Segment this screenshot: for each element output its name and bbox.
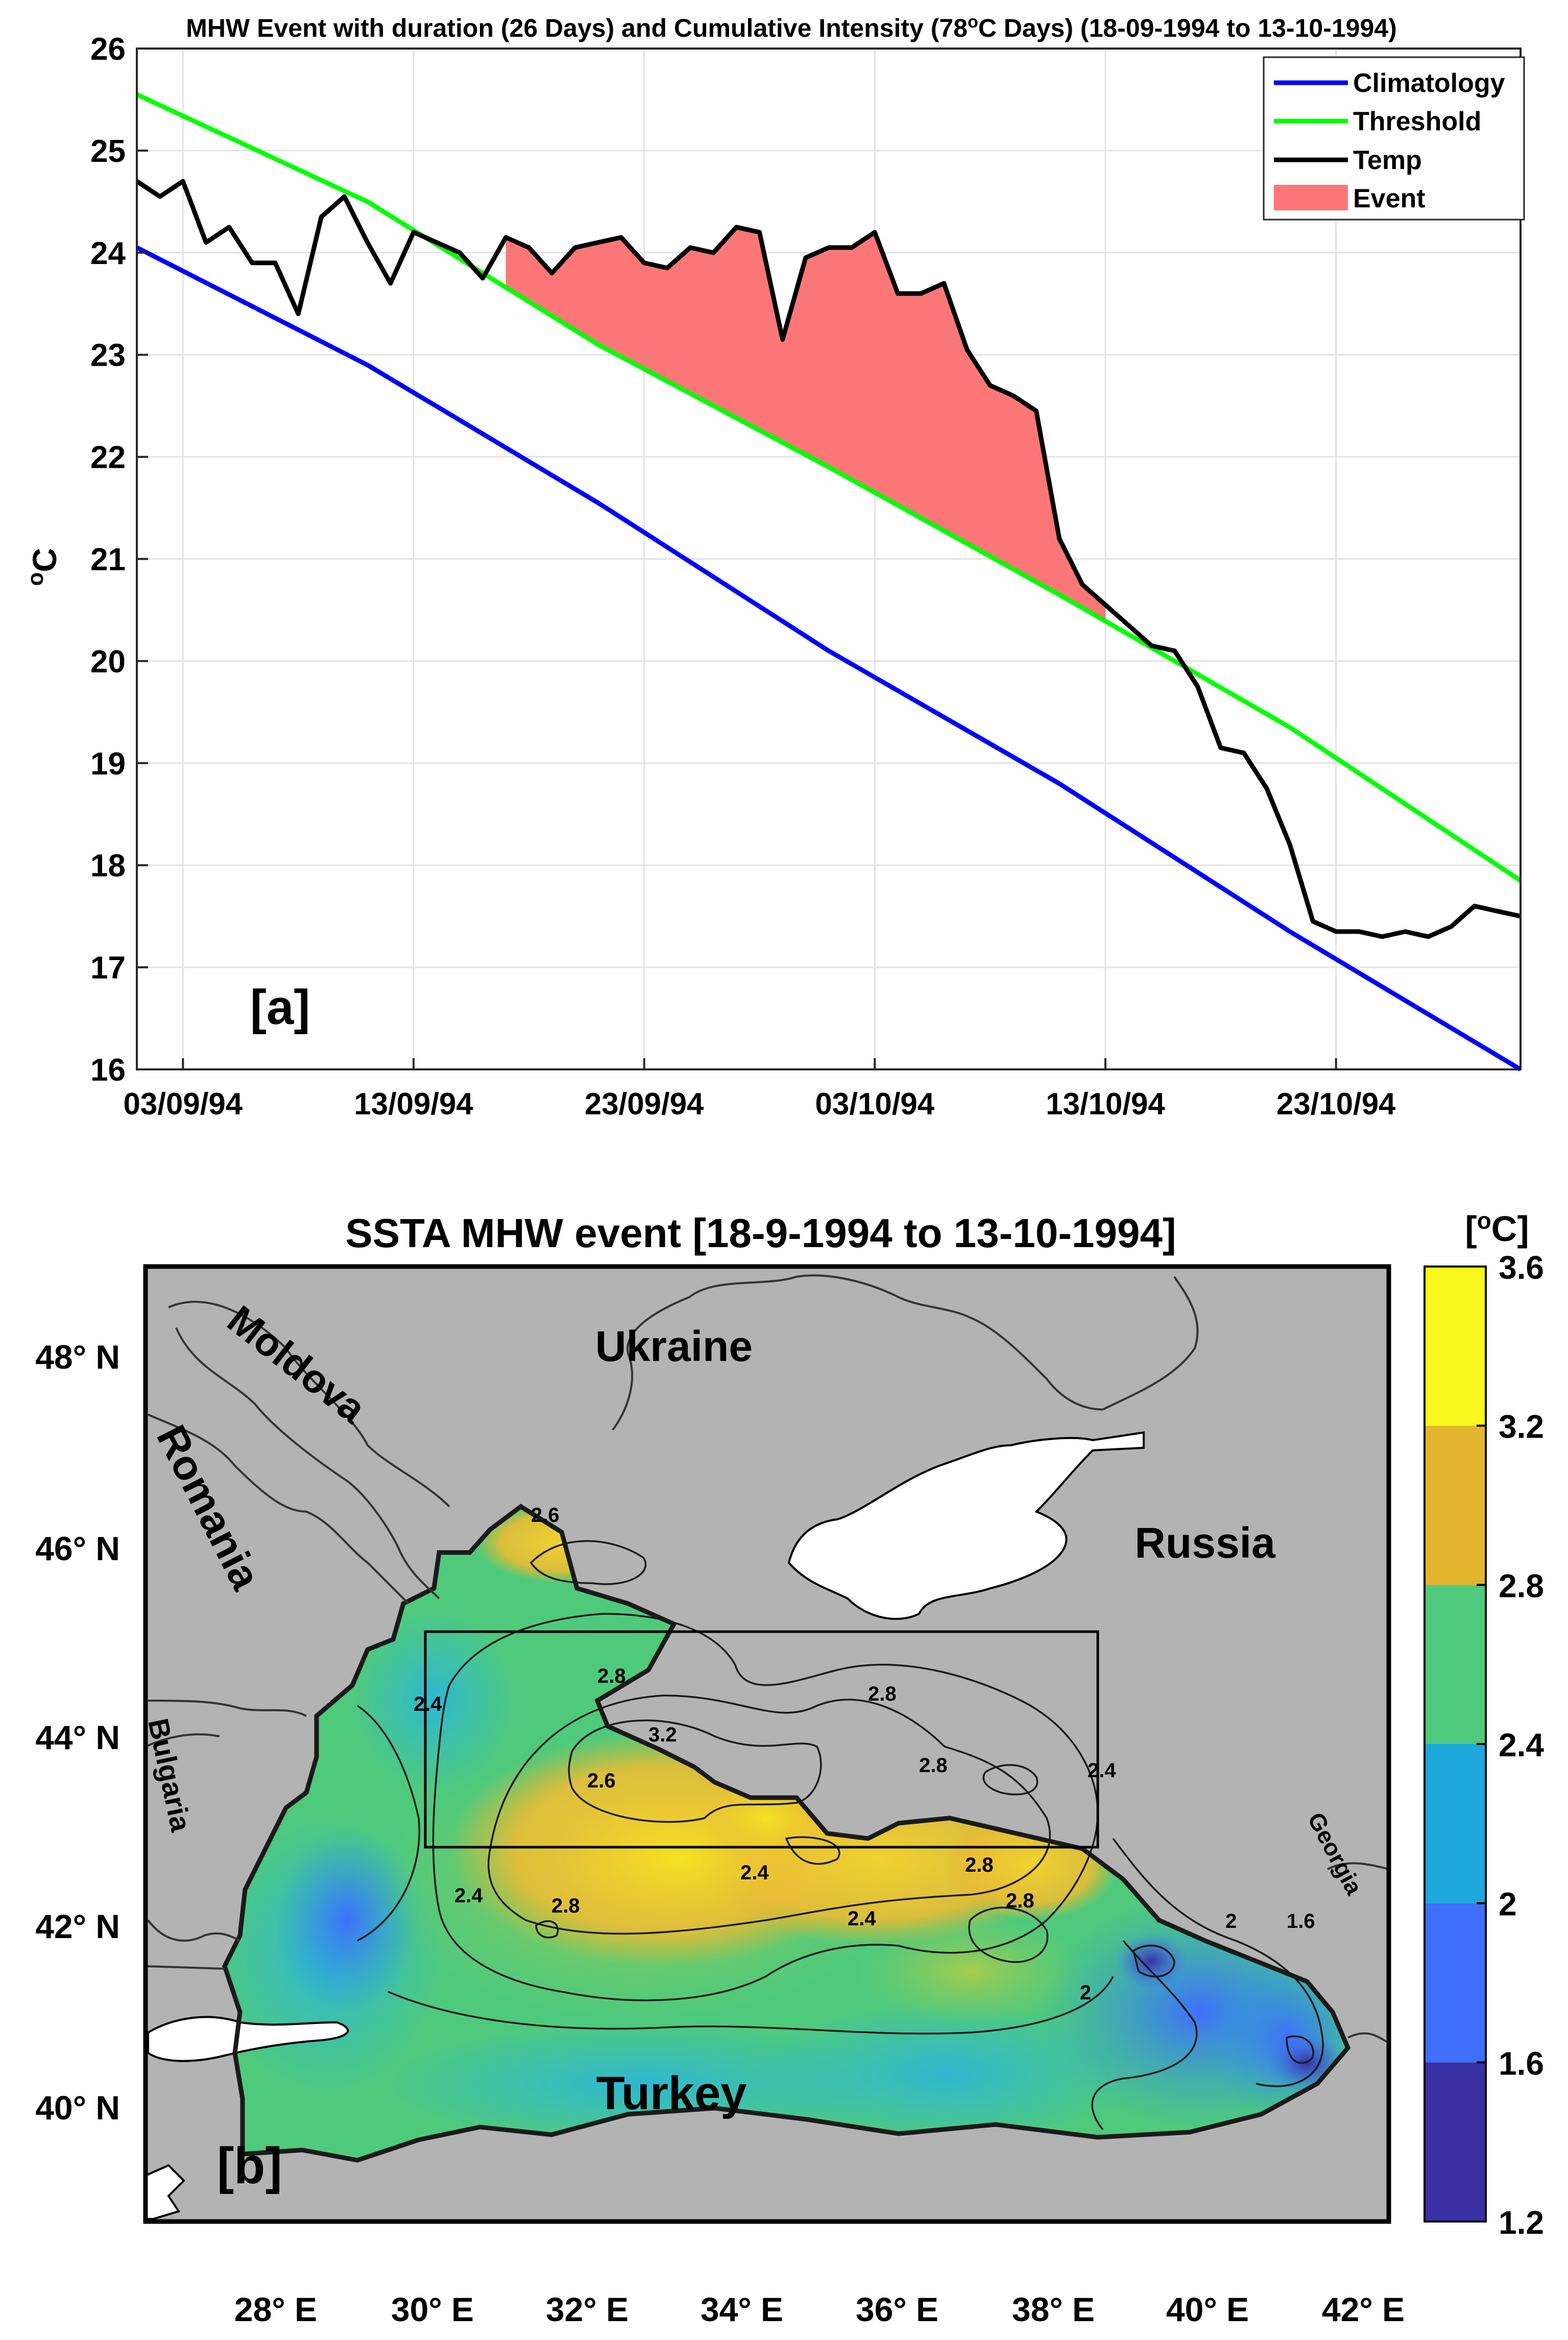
threshold-line [136, 92, 1522, 882]
colorbar-bands [1425, 1267, 1486, 2222]
colorbar-band [1425, 1744, 1486, 1903]
legend-a: Climatology Threshold Temp Event [1263, 56, 1525, 221]
y-axis-label-a: oC [23, 548, 63, 586]
contour-label: 2.6 [531, 1504, 560, 1526]
lat-tick: 42° N [35, 1907, 120, 1945]
colorbar-tick-label: 1.2 [1499, 2204, 1544, 2241]
contour-label: 2.8 [919, 1754, 948, 1777]
colorbar-unit-label: [oC] [1465, 1207, 1529, 1249]
map-frame [143, 1264, 1391, 2224]
legend-label-climatology: Climatology [1353, 68, 1505, 98]
y-tick-label: 17 [90, 950, 126, 986]
panel-b: SSTA MHW event [18-9-1994 to 13-10-1994] [35, 1207, 1544, 2328]
x-tick-label: 23/09/94 [585, 1087, 704, 1121]
contour-label: 2.4 [454, 1884, 483, 1907]
colorbar-tick-label: 3.2 [1499, 1408, 1544, 1445]
colorbar-band [1425, 1585, 1486, 1744]
colorbar-band [1425, 1425, 1486, 1585]
colorbar-tick-label: 3.6 [1499, 1249, 1544, 1286]
event-area [505, 227, 1106, 622]
country-borders [145, 1274, 1389, 2044]
coastline [222, 1503, 1351, 2163]
y-tick-label: 25 [90, 134, 126, 169]
lon-tick: 28° E [234, 2290, 317, 2328]
y-tick-label: 24 [90, 236, 126, 271]
latitude-axis: 40° N 42° N 44° N 46° N 48° N [35, 1338, 120, 2127]
y-axis-a: 16 17 18 19 20 21 22 23 24 25 26 [90, 32, 148, 1088]
contour-label: 2.4 [848, 1907, 876, 1930]
y-tick-label: 16 [90, 1053, 126, 1088]
contour-label: 2.4 [414, 1693, 442, 1715]
climatology-line [135, 245, 1522, 1071]
x-tick-label: 13/09/94 [354, 1087, 473, 1121]
lon-tick: 30° E [391, 2290, 474, 2328]
panel-a: MHW Event with duration (26 Days) and Cu… [23, 12, 1525, 1121]
lon-tick: 32° E [546, 2290, 629, 2328]
lat-tick: 48° N [35, 1338, 120, 1376]
panel-b-label: [b] [217, 2137, 282, 2194]
y-tick-label: 19 [90, 746, 126, 781]
lat-tick: 44° N [35, 1718, 120, 1756]
contour-label: 2 [1080, 1981, 1091, 2004]
contour-label-group: 2.6 2.4 2.8 3.2 2.8 2.8 2.6 2.4 2.8 2.8 … [414, 1504, 1315, 2004]
country-label-ukraine: Ukraine [595, 1322, 753, 1370]
contour-label: 2.4 [1088, 1759, 1116, 1782]
contour-label: 2.8 [597, 1665, 626, 1687]
legend-label-event: Event [1353, 184, 1426, 213]
legend-swatch-event [1274, 185, 1348, 210]
x-tick-label: 03/09/94 [124, 1087, 243, 1121]
x-tick-label: 13/10/94 [1046, 1087, 1165, 1121]
y-tick-label: 18 [90, 848, 126, 884]
lon-tick: 38° E [1012, 2290, 1095, 2328]
panel-a-label: [a] [250, 980, 310, 1035]
x-tick-label: 03/10/94 [815, 1087, 935, 1121]
lon-tick: 36° E [856, 2290, 938, 2328]
y-tick-label: 21 [90, 542, 126, 578]
lon-tick: 42° E [1322, 2290, 1405, 2328]
temp-line [135, 179, 1521, 939]
contour-label: 2.8 [551, 1895, 580, 1917]
chart-b-title: SSTA MHW event [18-9-1994 to 13-10-1994] [345, 1210, 1176, 1256]
contour-label: 2.8 [1006, 1890, 1034, 1912]
lon-tick: 34° E [701, 2290, 783, 2328]
contour-label: 2.8 [965, 1854, 994, 1876]
x-axis-a: 03/09/94 13/09/94 23/09/94 03/10/94 13/10/94… [124, 1058, 1396, 1121]
contour-label: 2 [1225, 1910, 1237, 1932]
y-tick-label: 23 [90, 338, 126, 373]
white-landmass [144, 1431, 1145, 2220]
colorbar-band [1425, 2062, 1486, 2222]
legend-label-temp: Temp [1353, 146, 1422, 175]
colorbar-ticks: 1.2 1.6 2 2.4 2.8 3.2 3.6 [1477, 1249, 1544, 2241]
y-tick-label: 26 [90, 32, 126, 67]
colorbar-band [1425, 1903, 1486, 2063]
contour-label: 2.4 [740, 1861, 769, 1884]
contour-label: 3.2 [648, 1724, 677, 1746]
colorbar-tick-label: 2.4 [1499, 1727, 1544, 1763]
colorbar-tick-label: 2 [1499, 1886, 1517, 1923]
legend-label-threshold: Threshold [1353, 107, 1481, 136]
x-tick-label: 23/10/94 [1276, 1087, 1396, 1121]
study-region-box [424, 1630, 1099, 1849]
contour-label: 2.6 [587, 1770, 616, 1792]
colorbar-tick-label: 2.8 [1499, 1567, 1544, 1604]
colorbar-band [1425, 1267, 1486, 1426]
country-label-russia: Russia [1135, 1519, 1276, 1567]
lat-tick: 40° N [35, 2089, 120, 2127]
longitude-axis: 28° E 30° E 32° E 34° E 36° E 38° E 40° … [234, 2290, 1405, 2328]
colorbar: [oC] 1.2 1.6 2 2.4 2.8 3.2 3.6 [1424, 1207, 1544, 2241]
contour-label: 1.6 [1287, 1910, 1315, 1932]
lat-tick: 46° N [35, 1530, 120, 1567]
y-tick-label: 20 [90, 644, 126, 679]
chart-a-title: MHW Event with duration (26 Days) and Cu… [186, 12, 1396, 42]
colorbar-tick-label: 1.6 [1499, 2045, 1544, 2082]
lon-tick: 40° E [1166, 2290, 1249, 2328]
contour-label: 2.8 [868, 1683, 897, 1705]
y-tick-label: 22 [90, 440, 126, 475]
country-label-turkey: Turkey [596, 2067, 747, 2119]
